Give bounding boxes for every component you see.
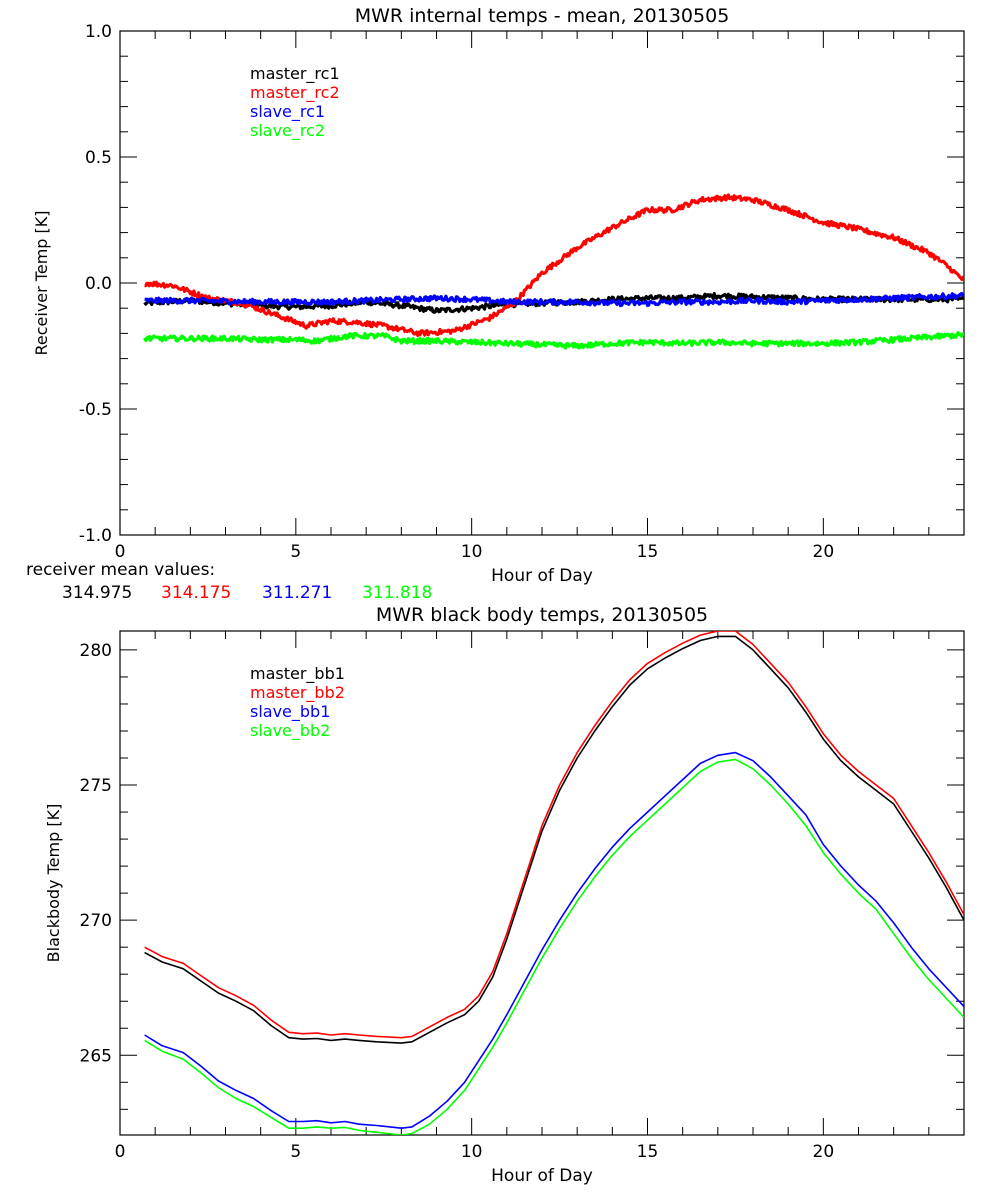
legend-entry: master_bb1 bbox=[250, 664, 345, 684]
y-tick-label: 280 bbox=[80, 641, 112, 661]
x-tick-label: 15 bbox=[637, 542, 659, 562]
series-group bbox=[144, 631, 964, 1135]
series-line-slave-bb2 bbox=[144, 758, 964, 1135]
y-tick-label: 0.5 bbox=[85, 148, 112, 168]
y-tick-label: 0.0 bbox=[85, 274, 112, 294]
legend-entry: slave_bb1 bbox=[250, 702, 330, 722]
axes: 0 5 10 15 20 265 270 275 280 bbox=[80, 630, 965, 1162]
series-line-master-bb2 bbox=[144, 631, 964, 1039]
series-line-slave-bb1 bbox=[144, 751, 964, 1129]
x-axis-label: Hour of Day bbox=[491, 566, 593, 586]
plot-frame bbox=[119, 630, 965, 1136]
chart-title: MWR black body temps, 20130505 bbox=[376, 604, 708, 626]
plot-frame bbox=[119, 30, 965, 536]
receiver-mean-value: 314.975 bbox=[62, 583, 132, 603]
x-tick-label: 20 bbox=[813, 1142, 835, 1162]
legend-entry: slave_bb2 bbox=[250, 721, 330, 741]
blackbody-temps-chart: MWR black body temps, 20130505 Hour of D… bbox=[44, 604, 965, 1186]
series-group bbox=[143, 193, 964, 350]
y-tick-label: -1.0 bbox=[79, 526, 112, 546]
x-tick-label: 0 bbox=[115, 542, 126, 562]
series-line-slave-rc2 bbox=[143, 331, 964, 350]
legend-entry: master_rc1 bbox=[250, 64, 340, 84]
y-tick-label: -0.5 bbox=[79, 400, 112, 420]
x-tick-label: 5 bbox=[290, 542, 301, 562]
receiver-mean-label: receiver mean values: bbox=[26, 560, 215, 580]
receiver-mean-value: 314.175 bbox=[161, 583, 231, 603]
legend-entry: master_bb2 bbox=[250, 683, 345, 703]
series-line-master-rc2 bbox=[144, 193, 964, 337]
receiver-mean-values: receiver mean values: 314.975 314.175 31… bbox=[26, 560, 432, 603]
series-line-master-bb1 bbox=[144, 635, 964, 1044]
y-tick-label: 1.0 bbox=[85, 22, 112, 42]
legend-entry: master_rc2 bbox=[250, 83, 340, 103]
receiver-mean-value: 311.818 bbox=[362, 583, 432, 603]
x-tick-label: 10 bbox=[461, 1142, 483, 1162]
legend-entry: slave_rc2 bbox=[250, 121, 325, 141]
x-axis-label: Hour of Day bbox=[491, 1166, 593, 1186]
y-tick-label: 275 bbox=[80, 776, 112, 796]
x-tick-label: 0 bbox=[115, 1142, 126, 1162]
axes: 0 5 10 15 20 -1.0 -0.5 0.0 0.5 1.0 bbox=[79, 22, 965, 562]
series-line-slave-rc1 bbox=[144, 291, 964, 308]
y-tick-label: 265 bbox=[80, 1046, 112, 1066]
x-tick-label: 10 bbox=[461, 542, 483, 562]
legend-entry: slave_rc1 bbox=[250, 102, 325, 122]
chart-title: MWR internal temps - mean, 20130505 bbox=[355, 5, 730, 27]
receiver-temps-chart: MWR internal temps - mean, 20130505 Hour… bbox=[32, 5, 965, 586]
x-tick-label: 20 bbox=[813, 542, 835, 562]
receiver-mean-value: 311.271 bbox=[262, 583, 332, 603]
y-tick-label: 270 bbox=[80, 911, 112, 931]
y-axis-label: Receiver Temp [K] bbox=[32, 210, 51, 355]
x-tick-label: 15 bbox=[637, 1142, 659, 1162]
y-axis-label: Blackbody Temp [K] bbox=[44, 804, 63, 963]
x-tick-label: 5 bbox=[290, 1142, 301, 1162]
